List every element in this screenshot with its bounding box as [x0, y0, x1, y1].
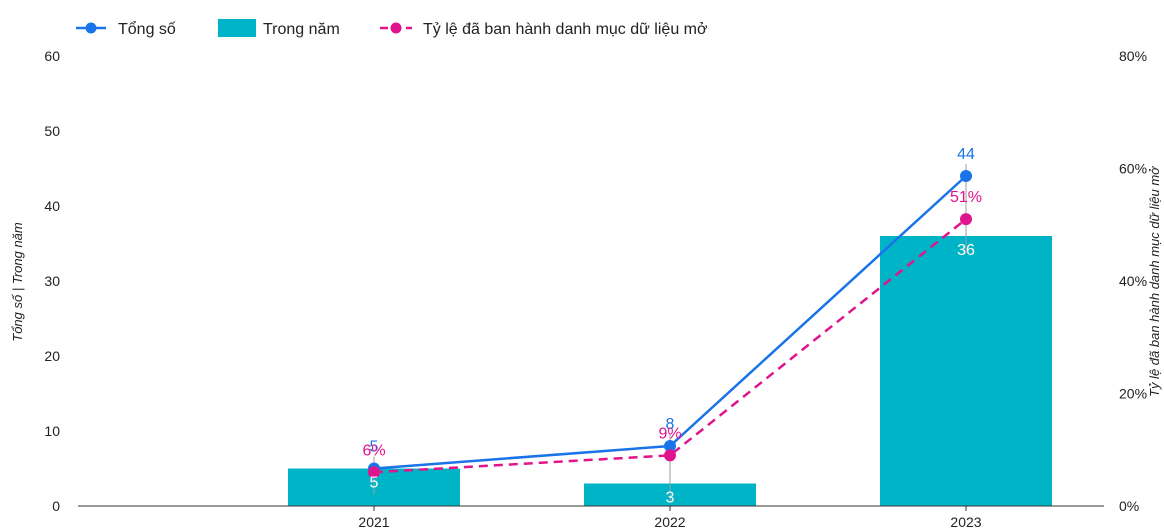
- data-label-ty-le: 51%: [950, 189, 982, 206]
- data-label-trong-nam: 36: [957, 242, 975, 259]
- y-tick-label: 40: [44, 198, 60, 214]
- y2-tick-label: 0%: [1119, 498, 1139, 514]
- legend-rate-marker: [390, 22, 402, 34]
- y2-tick-label: 40%: [1119, 273, 1147, 289]
- point-tong-so: [664, 440, 676, 452]
- y-tick-label: 20: [44, 348, 60, 364]
- x-tick-label: 2023: [950, 514, 981, 529]
- y2-tick-label: 80%: [1119, 48, 1147, 64]
- bar-trong-nam: [880, 236, 1052, 506]
- y-tick-label: 60: [44, 48, 60, 64]
- point-ty-le: [664, 449, 676, 462]
- data-label-ty-le: 9%: [658, 425, 681, 442]
- y-tick-label: 50: [44, 123, 60, 139]
- legend-year-swatch: [218, 19, 256, 37]
- y-tick-label: 30: [44, 273, 60, 289]
- y-tick-label: 0: [52, 498, 60, 514]
- x-axis-ticks: 2021 2022 2023: [358, 506, 982, 529]
- legend-total-label: Tổng số: [118, 20, 176, 38]
- legend-year-label: Trong năm: [263, 21, 340, 38]
- y2-tick-label: 60%: [1119, 161, 1147, 177]
- data-label-tong-so: 44: [957, 146, 975, 163]
- point-ty-le: [368, 466, 380, 479]
- data-label-ty-le: 6%: [362, 442, 385, 459]
- data-labels: 5 8 44 6% 9% 51% 5 3 36: [362, 146, 982, 507]
- legend-rate-label: Tỷ lệ đã ban hành danh mục dữ liệu mở: [423, 21, 708, 38]
- x-tick-label: 2022: [654, 514, 685, 529]
- y-tick-label: 10: [44, 423, 60, 439]
- y2-tick-label: 20%: [1119, 386, 1147, 402]
- x-tick-label: 2021: [358, 514, 389, 529]
- data-label-trong-nam: 5: [370, 475, 379, 492]
- y2-axis-title: Tỷ lệ đã ban hành danh mục dữ liệu mở: [1147, 166, 1162, 397]
- line-ty-le: [373, 218, 967, 474]
- point-tong-so: [960, 170, 972, 182]
- data-label-trong-nam: 3: [666, 490, 675, 507]
- y-axis-title: Tổng số | Trong năm: [10, 222, 25, 342]
- left-axis-ticks: 0 10 20 30 40 50 60: [44, 48, 60, 514]
- legend: Tổng số Trong năm Tỷ lệ đã ban hành danh…: [76, 19, 708, 38]
- series-lines: [368, 164, 972, 502]
- legend-total-marker: [85, 22, 97, 34]
- point-ty-le: [960, 213, 972, 226]
- data-label-tong-so: 8: [666, 416, 675, 433]
- data-label-tong-so: 5: [370, 439, 379, 456]
- right-axis-ticks: 0% 20% 40% 60% 80%: [1119, 48, 1147, 514]
